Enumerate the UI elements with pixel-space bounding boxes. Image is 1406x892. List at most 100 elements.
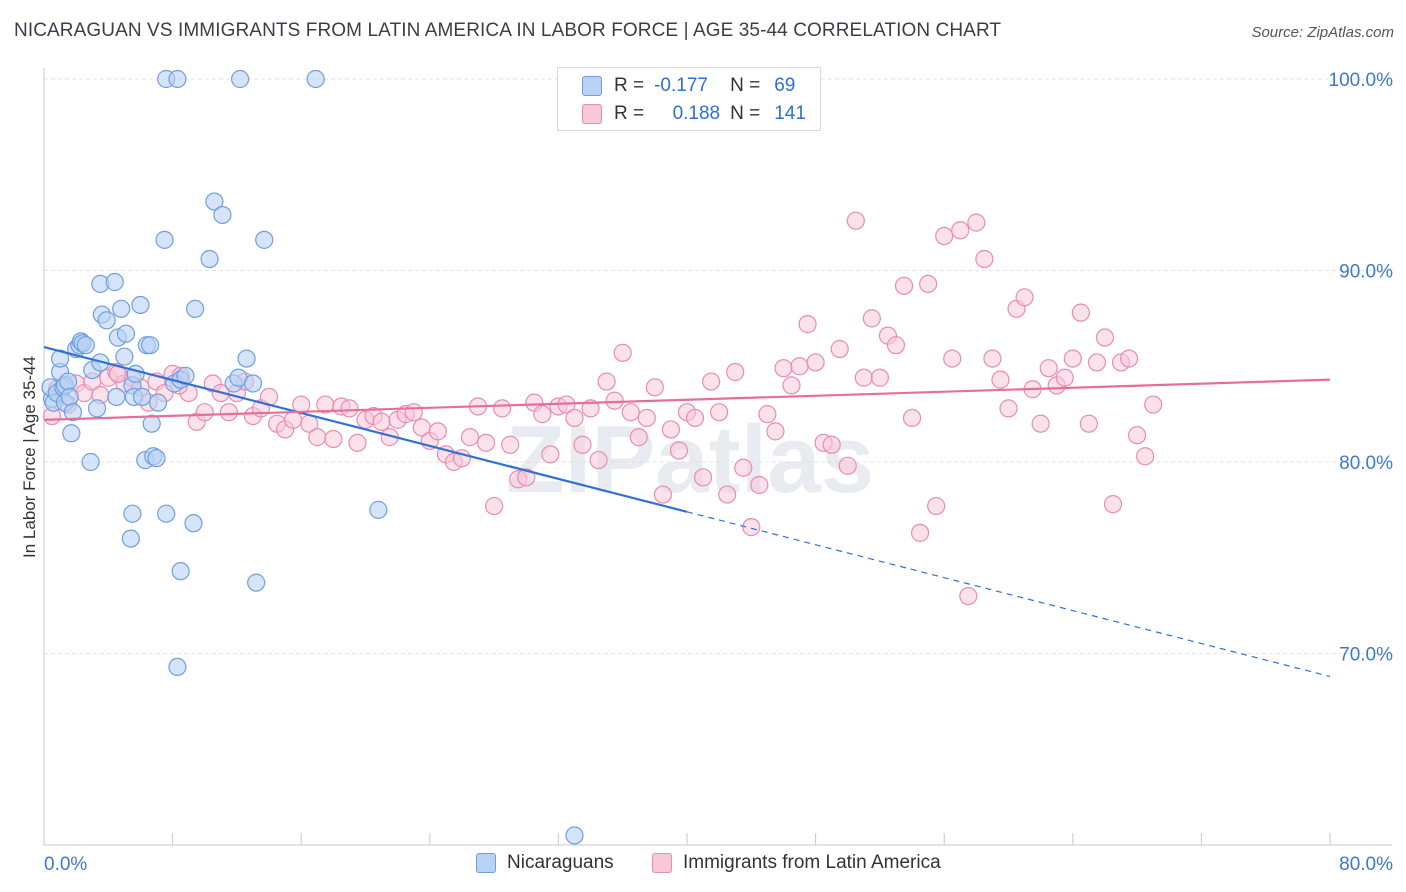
data-point-immigrants bbox=[902, 408, 922, 428]
n-label: N = bbox=[730, 103, 761, 124]
data-point-immigrants bbox=[822, 435, 841, 454]
data-point-nicaraguans bbox=[62, 424, 81, 443]
data-point-immigrants bbox=[460, 428, 480, 447]
data-point-nicaraguans bbox=[237, 349, 256, 368]
trend-lines bbox=[43, 346, 1331, 678]
data-point-immigrants bbox=[862, 309, 881, 328]
r-label: R = bbox=[614, 75, 645, 96]
data-point-immigrants bbox=[854, 368, 873, 387]
data-point-nicaraguans bbox=[87, 399, 107, 418]
data-point-nicaraguans bbox=[255, 230, 274, 249]
data-point-nicaraguans bbox=[105, 272, 124, 292]
data-point-nicaraguans bbox=[115, 347, 134, 366]
data-point-immigrants bbox=[983, 349, 1002, 368]
n-value-nicaraguans: 69 bbox=[774, 75, 796, 96]
data-point-immigrants bbox=[348, 433, 367, 452]
data-point-nicaraguans bbox=[140, 336, 160, 355]
data-point-nicaraguans bbox=[149, 393, 168, 412]
data-point-immigrants bbox=[943, 349, 962, 368]
data-point-immigrants bbox=[324, 429, 343, 449]
data-point-nicaraguans bbox=[132, 387, 152, 406]
data-point-immigrants bbox=[838, 456, 857, 475]
n-value-immigrants: 141 bbox=[774, 103, 806, 124]
data-point-nicaraguans bbox=[565, 826, 584, 845]
legend-row-nicaraguans: R = -0.177 N = 69 bbox=[582, 73, 795, 99]
data-point-immigrants bbox=[533, 405, 552, 424]
data-point-immigrants bbox=[1079, 414, 1098, 433]
data-point-immigrants bbox=[653, 485, 672, 504]
data-point-immigrants bbox=[975, 249, 994, 269]
data-point-immigrants bbox=[782, 376, 801, 395]
tick-labels: 70.0% 80.0% 90.0% 100.0% 0.0% 80.0% bbox=[44, 70, 1393, 875]
data-point-nicaraguans bbox=[306, 69, 325, 89]
data-point-immigrants bbox=[870, 368, 890, 387]
trend-line-nicaraguans bbox=[43, 346, 688, 513]
data-point-immigrants bbox=[1071, 303, 1090, 322]
data-point-immigrants bbox=[428, 422, 447, 441]
data-point-immigrants bbox=[798, 315, 817, 334]
r-label: R = bbox=[614, 103, 645, 124]
data-point-immigrants bbox=[742, 518, 761, 537]
data-point-immigrants bbox=[493, 399, 512, 418]
data-point-immigrants bbox=[967, 213, 986, 232]
data-point-nicaraguans bbox=[243, 374, 263, 393]
data-point-immigrants bbox=[613, 343, 632, 362]
data-point-immigrants bbox=[1127, 426, 1147, 445]
data-point-nicaraguans bbox=[369, 500, 388, 519]
series-legend: Nicaraguans Immigrants from Latin Americ… bbox=[0, 852, 1406, 878]
data-point-immigrants bbox=[702, 372, 721, 391]
legend-swatch-blue bbox=[476, 853, 496, 873]
data-point-immigrants bbox=[573, 435, 592, 454]
data-point-immigrants bbox=[1136, 447, 1155, 466]
data-point-immigrants bbox=[565, 408, 584, 428]
data-point-nicaraguans bbox=[76, 336, 95, 355]
legend-item-nicaraguans[interactable]: Nicaraguans bbox=[476, 852, 614, 874]
legend-label-immigrants: Immigrants from Latin America bbox=[683, 852, 941, 873]
chart-title: NICARAGUAN VS IMMIGRANTS FROM LATIN AMER… bbox=[14, 20, 1002, 41]
data-point-nicaraguans bbox=[157, 504, 176, 523]
data-point-nicaraguans bbox=[155, 230, 174, 249]
data-point-immigrants bbox=[645, 378, 664, 397]
data-point-nicaraguans bbox=[81, 452, 100, 472]
data-point-immigrants bbox=[1015, 288, 1034, 307]
data-point-immigrants bbox=[1039, 359, 1058, 378]
data-point-nicaraguans bbox=[60, 387, 79, 406]
data-point-nicaraguans bbox=[131, 295, 150, 315]
data-point-immigrants bbox=[1055, 368, 1074, 387]
data-point-immigrants bbox=[991, 370, 1010, 389]
legend-item-immigrants[interactable]: Immigrants from Latin America bbox=[652, 852, 941, 874]
data-point-immigrants bbox=[1087, 353, 1107, 372]
data-point-immigrants bbox=[1063, 349, 1082, 368]
data-point-nicaraguans bbox=[59, 372, 78, 391]
data-point-immigrants bbox=[999, 399, 1018, 418]
series-nicaraguans bbox=[41, 69, 584, 845]
data-point-nicaraguans bbox=[184, 514, 203, 533]
correlation-legend: R = -0.177 N = 69 R = 0.188 N = 141 bbox=[557, 67, 821, 131]
data-point-immigrants bbox=[485, 496, 504, 516]
data-point-immigrants bbox=[806, 353, 825, 372]
data-point-immigrants bbox=[621, 403, 640, 422]
data-point-immigrants bbox=[404, 403, 423, 422]
trend-line-nicaraguans-extension bbox=[686, 511, 1331, 678]
data-point-immigrants bbox=[758, 405, 777, 424]
legend-row-immigrants: R = 0.188 N = 141 bbox=[582, 101, 806, 127]
data-point-immigrants bbox=[894, 276, 914, 295]
data-point-immigrants bbox=[927, 496, 946, 516]
r-value-nicaraguans: -0.177 bbox=[654, 75, 708, 96]
data-point-nicaraguans bbox=[171, 562, 190, 581]
legend-swatch-blue bbox=[582, 76, 602, 96]
y-tick-label: 70.0% bbox=[1339, 645, 1393, 666]
data-point-immigrants bbox=[661, 420, 681, 439]
data-point-nicaraguans bbox=[247, 573, 266, 592]
data-point-nicaraguans bbox=[121, 529, 140, 548]
data-point-immigrants bbox=[951, 221, 970, 240]
legend-swatch-pink bbox=[582, 104, 602, 124]
trend-line-immigrants bbox=[43, 378, 1331, 421]
data-point-immigrants bbox=[517, 468, 536, 487]
data-point-immigrants bbox=[372, 412, 391, 431]
data-point-nicaraguans bbox=[116, 324, 136, 343]
source-label: Source: ZipAtlas.com bbox=[1251, 24, 1394, 41]
data-point-nicaraguans bbox=[186, 299, 205, 318]
data-point-immigrants bbox=[750, 475, 769, 495]
